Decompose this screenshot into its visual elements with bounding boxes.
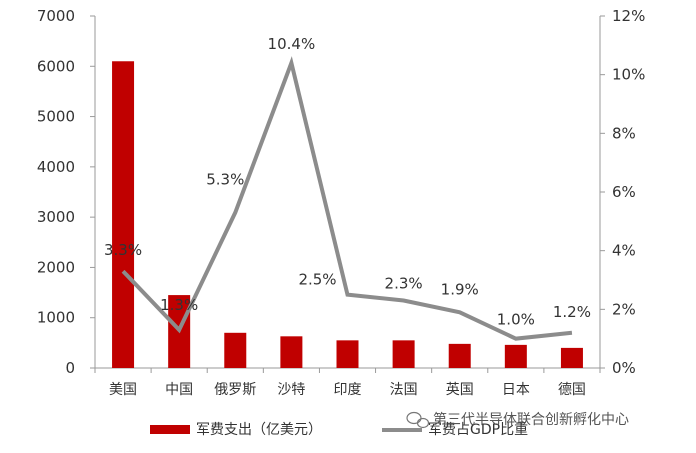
- category-label: 英国: [446, 381, 474, 398]
- left-tick-label: 4000: [37, 158, 75, 176]
- data-label: 10.4%: [268, 35, 316, 53]
- data-label: 1.2%: [553, 303, 591, 321]
- right-tick-label: 0%: [612, 359, 636, 377]
- right-tick-label: 6%: [612, 183, 636, 201]
- right-tick-label: 12%: [612, 7, 645, 25]
- data-label: 1.3%: [160, 296, 198, 314]
- category-label: 日本: [502, 382, 530, 398]
- category-label: 法国: [390, 382, 418, 398]
- left-tick-label: 2000: [37, 258, 75, 276]
- right-tick-label: 4%: [612, 242, 636, 260]
- watermark-text: 第三代半导体联合创新孵化中心: [433, 411, 629, 428]
- left-tick-label: 6000: [37, 57, 75, 75]
- data-label: 1.9%: [441, 280, 479, 298]
- bar-series: [112, 61, 583, 368]
- right-tick-label: 10%: [612, 66, 645, 84]
- category-label: 美国: [109, 382, 137, 398]
- data-label: 2.3%: [385, 275, 423, 293]
- watermark: 第三代半导体联合创新孵化中心: [406, 411, 629, 429]
- legend-label-bar: 军费支出（亿美元）: [196, 422, 322, 438]
- line-series: [121, 56, 573, 341]
- legend: 军费支出（亿美元） 军费占GDP比重: [150, 422, 528, 438]
- right-tick-label: 2%: [612, 300, 636, 318]
- left-tick-label: 7000: [37, 7, 75, 25]
- data-label: 1.0%: [497, 311, 535, 329]
- category-label: 沙特: [277, 382, 305, 398]
- data-labels: 3.3% 1.3% 5.3% 10.4% 2.5% 2.3% 1.9% 1.0% 1.2%: [104, 35, 591, 329]
- bar: [336, 340, 359, 368]
- bar: [112, 61, 135, 368]
- legend-swatch-bar: [150, 425, 190, 434]
- data-label: 5.3%: [206, 171, 244, 189]
- wechat-bubble-small: [416, 417, 430, 429]
- wechat-icon: [406, 411, 430, 429]
- data-label: 3.3%: [104, 241, 142, 259]
- bar: [392, 340, 415, 368]
- bar: [448, 343, 471, 368]
- left-tick-label: 5000: [37, 108, 75, 126]
- left-tick-label: 1000: [37, 309, 75, 327]
- bar: [280, 336, 303, 368]
- gdp-share-line: [121, 56, 573, 341]
- axes: 0 1000 2000 3000 4000 5000 6000 7000 0% 2% 4% 6% 8% 1…: [37, 7, 646, 398]
- category-label: 中国: [165, 382, 193, 398]
- bar: [560, 347, 583, 368]
- legend-label-line: 军费占GDP比重: [428, 422, 528, 438]
- data-label: 2.5%: [298, 271, 336, 289]
- wechat-bubble-large: [406, 411, 422, 425]
- category-label: 德国: [558, 382, 586, 398]
- bar: [224, 332, 247, 368]
- category-label: 印度: [334, 382, 362, 398]
- category-label: 俄罗斯: [214, 382, 256, 398]
- bar: [504, 344, 527, 368]
- left-tick-label: 3000: [37, 208, 75, 226]
- right-tick-label: 8%: [612, 124, 636, 142]
- left-tick-label: 0: [65, 359, 75, 377]
